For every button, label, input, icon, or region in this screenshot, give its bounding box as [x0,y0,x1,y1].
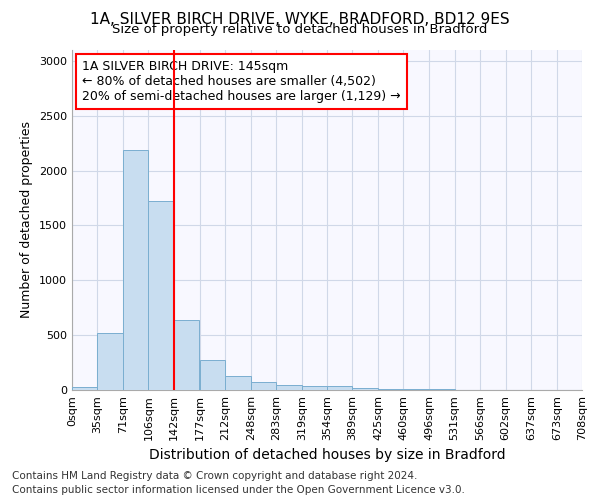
Text: 1A, SILVER BIRCH DRIVE, WYKE, BRADFORD, BD12 9ES: 1A, SILVER BIRCH DRIVE, WYKE, BRADFORD, … [90,12,510,28]
Text: Contains HM Land Registry data © Crown copyright and database right 2024.
Contai: Contains HM Land Registry data © Crown c… [12,471,465,495]
Bar [123,150,148,390]
Y-axis label: Number of detached properties: Number of detached properties [20,122,34,318]
Bar [199,360,225,390]
Bar [276,384,302,390]
Text: 1A SILVER BIRCH DRIVE: 145sqm
← 80% of detached houses are smaller (4,502)
20% o: 1A SILVER BIRCH DRIVE: 145sqm ← 80% of d… [82,60,401,103]
Bar [302,386,327,390]
Bar [97,333,123,390]
Bar [352,388,378,390]
Bar [148,202,174,390]
Bar [72,386,97,390]
Bar [251,382,276,390]
X-axis label: Distribution of detached houses by size in Bradford: Distribution of detached houses by size … [149,448,505,462]
Bar [225,376,251,390]
Text: Size of property relative to detached houses in Bradford: Size of property relative to detached ho… [112,22,488,36]
Bar [174,320,199,390]
Bar [327,386,352,390]
